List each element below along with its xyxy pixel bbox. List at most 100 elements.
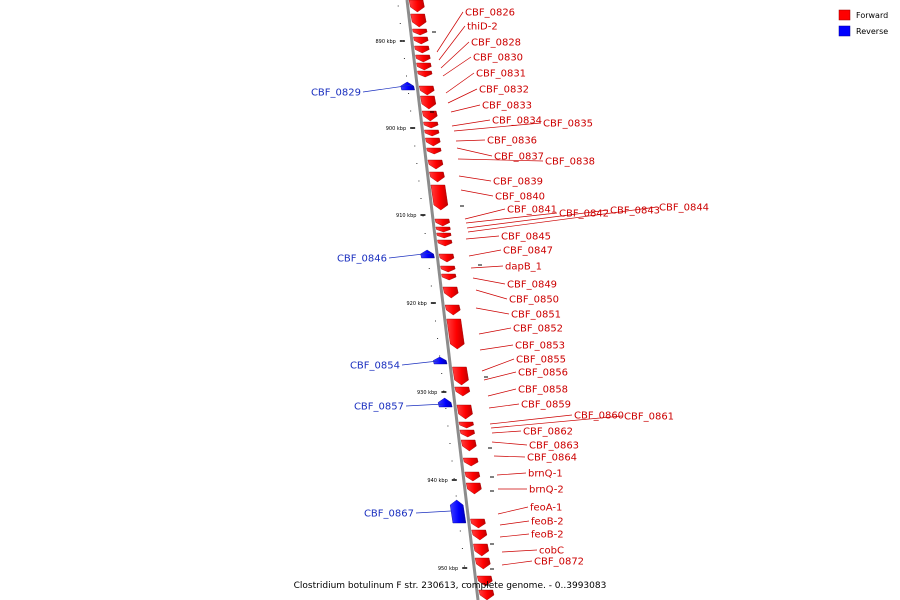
forward-gene-block-23[interactable] [440, 265, 456, 273]
forward-gene-block-7[interactable] [417, 70, 433, 78]
gene-label[interactable]: CBF_0838 [545, 157, 595, 168]
forward-gene-block-34[interactable] [462, 457, 479, 467]
legend-forward-label: Forward [856, 11, 888, 20]
gene-label[interactable]: CBF_0836 [487, 136, 537, 147]
forward-gene-block-32[interactable] [459, 429, 475, 438]
gene-label[interactable]: CBF_0826 [465, 8, 515, 19]
forward-gene-block-21[interactable] [437, 239, 453, 247]
forward-gene-block-13[interactable] [425, 137, 441, 147]
gene-label[interactable]: CBF_0842 [559, 209, 609, 220]
gene-label[interactable]: CBF_0851 [511, 310, 561, 321]
leader-line [475, 307, 510, 315]
gene-label[interactable]: CBF_0852 [513, 324, 563, 335]
gene-label[interactable]: CBF_0834 [492, 116, 542, 127]
forward-gene-block-37[interactable] [470, 518, 486, 529]
gene-label[interactable]: CBF_0849 [507, 280, 557, 291]
gene-label[interactable]: CBF_0832 [479, 85, 529, 96]
gene-label[interactable]: CBF_0846 [337, 254, 387, 265]
forward-gene-block-8[interactable] [418, 85, 435, 96]
gene-label[interactable]: CBF_0854 [350, 361, 400, 372]
forward-gene-block-27[interactable] [446, 318, 465, 350]
gene-label[interactable]: CBF_0855 [516, 355, 566, 366]
forward-gene-block-24[interactable] [441, 273, 457, 281]
forward-gene-block-38[interactable] [471, 529, 488, 541]
forward-gene-block-2[interactable] [412, 28, 428, 36]
gene-label[interactable]: feoB-2 [531, 530, 564, 541]
forward-gene-block-11[interactable] [423, 121, 439, 129]
forward-gene-block-9[interactable] [420, 95, 437, 110]
gene-label[interactable]: CBF_0845 [501, 232, 551, 243]
forward-gene-block-14[interactable] [426, 147, 442, 155]
forward-gene-block-28[interactable] [452, 366, 469, 386]
forward-gene-block-40[interactable] [474, 557, 491, 570]
gene-label[interactable]: CBF_0857 [354, 402, 404, 413]
forward-gene-block-39[interactable] [473, 543, 490, 557]
forward-gene-block-41[interactable] [476, 575, 493, 587]
forward-gene-block-25[interactable] [442, 286, 459, 299]
gene-label[interactable]: CBF_0837 [494, 152, 544, 163]
gene-label[interactable]: CBF_0829 [311, 88, 361, 99]
forward-gene-block-30[interactable] [456, 404, 473, 420]
reverse-gene-CBF_0846[interactable] [420, 249, 435, 259]
gene-label[interactable]: CBF_0828 [471, 38, 521, 49]
gene-label[interactable]: cobC [539, 546, 564, 557]
gene-labels: CBF_0826 thiD-2 CBF_0828 CBF_0830 CBF_0831 CB… [311, 8, 709, 568]
gene-label[interactable]: feoA-1 [530, 503, 562, 514]
forward-gene-block-12[interactable] [424, 129, 440, 137]
forward-gene-block-6[interactable] [416, 62, 432, 71]
forward-gene-block-0[interactable] [408, 0, 425, 13]
gene-label[interactable]: CBF_0831 [476, 69, 526, 80]
gene-label[interactable]: CBF_0872 [534, 557, 584, 568]
forward-gene-block-42[interactable] [478, 589, 495, 600]
forward-gene-block-22[interactable] [438, 253, 455, 263]
gene-label[interactable]: CBF_0858 [518, 385, 568, 396]
gene-label[interactable]: CBF_0861 [624, 412, 674, 423]
gene-label[interactable]: dapB_1 [505, 262, 542, 273]
gene-label[interactable]: CBF_0843 [610, 206, 660, 217]
gene-label[interactable]: CBF_0839 [493, 177, 543, 188]
gene-label[interactable]: CBF_0853 [515, 341, 565, 352]
gene-label[interactable]: CBF_0867 [364, 509, 414, 520]
gene-label[interactable]: CBF_0840 [495, 192, 545, 203]
gene-label[interactable]: CBF_0847 [503, 246, 553, 257]
gene-label[interactable]: thiD-2 [467, 22, 498, 33]
gene-label[interactable]: CBF_0859 [521, 400, 571, 411]
forward-gene-block-4[interactable] [414, 45, 430, 54]
forward-gene-block-20[interactable] [436, 232, 452, 239]
forward-gene-block-17[interactable] [430, 184, 449, 211]
forward-gene-block-35[interactable] [464, 471, 481, 482]
gene-label[interactable]: CBF_0833 [482, 101, 532, 112]
gene-label[interactable]: CBF_0863 [529, 441, 579, 452]
forward-gene-block-26[interactable] [444, 304, 461, 316]
reverse-gene-CBF_0867[interactable] [449, 499, 467, 524]
gene-label[interactable]: brnQ-2 [529, 485, 564, 496]
gene-label[interactable]: CBF_0862 [523, 427, 573, 438]
gene-label[interactable]: CBF_0864 [527, 453, 577, 464]
forward-gene-block-15[interactable] [427, 159, 444, 170]
reverse-gene-CBF_0854[interactable] [433, 356, 448, 365]
gene-label[interactable]: CBF_0835 [543, 119, 593, 130]
forward-gene-block-1[interactable] [410, 13, 427, 28]
forward-gene-block-5[interactable] [415, 54, 431, 63]
gene-label[interactable]: brnQ-1 [528, 469, 563, 480]
gene-label[interactable]: CBF_0850 [509, 295, 559, 306]
forward-gene-block-29[interactable] [454, 386, 471, 397]
forward-gene-block-16[interactable] [429, 171, 445, 183]
reverse-gene-CBF_0857[interactable] [437, 397, 453, 408]
forward-gene-block-10[interactable] [421, 110, 438, 122]
gene-label[interactable]: feoB-2 [531, 517, 564, 528]
gene-label[interactable]: CBF_0860 [574, 411, 624, 422]
reverse-gene-CBF_0829[interactable] [400, 81, 415, 91]
forward-gene-block-31[interactable] [458, 421, 474, 429]
forward-gene-block-36[interactable] [465, 482, 482, 495]
gene-label[interactable]: CBF_0841 [507, 205, 557, 216]
gene-label[interactable]: CBF_0844 [659, 203, 709, 214]
gene-label[interactable]: CBF_0856 [518, 368, 568, 379]
gene-label[interactable]: CBF_0830 [473, 53, 523, 64]
leader-line [470, 265, 504, 269]
forward-gene-block-18[interactable] [434, 218, 450, 227]
forward-gene-block-33[interactable] [460, 439, 477, 452]
forward-gene-block-3[interactable] [413, 36, 429, 45]
leader-line [491, 430, 522, 434]
forward-gene-block-19[interactable] [435, 226, 451, 233]
